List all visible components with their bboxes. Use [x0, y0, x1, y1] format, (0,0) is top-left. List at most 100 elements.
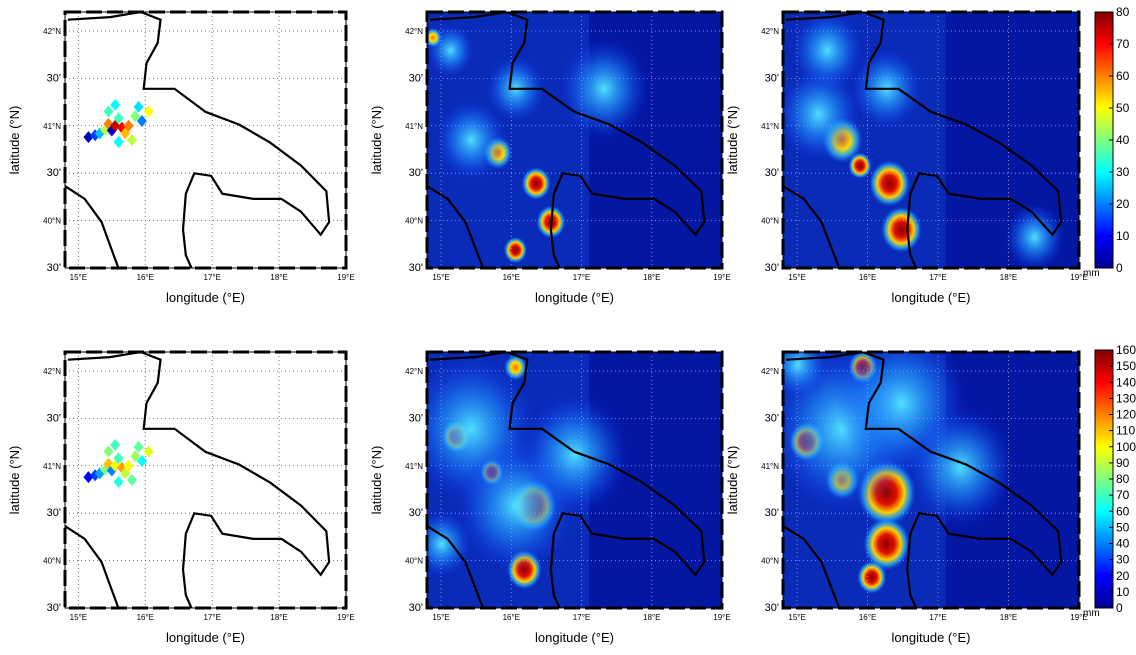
station-marker	[113, 112, 124, 125]
station-marker	[103, 105, 114, 118]
colorbar-tick-label: 120	[1116, 408, 1136, 422]
station-marker	[110, 438, 121, 451]
station-marker	[126, 134, 137, 146]
x-tick-label: 19°E	[713, 613, 730, 622]
station-marker	[136, 115, 147, 128]
rain-cell	[1005, 204, 1065, 268]
station-marker	[133, 440, 144, 453]
y-axis-label: latitude (°N)	[7, 106, 22, 175]
colorbar-tick-label: 10	[1116, 229, 1130, 243]
y-tick-label: 42°N	[43, 27, 61, 36]
frame-inner	[426, 11, 723, 269]
x-tick-label: 19°E	[1070, 273, 1087, 282]
colorbar-tick-label: 80	[1116, 5, 1130, 19]
y-tick-label: 30'	[765, 602, 779, 614]
rain-cell	[880, 206, 923, 253]
y-tick-label: 30'	[47, 412, 61, 424]
x-tick-label: 18°E	[1000, 273, 1017, 282]
colorbar-tick-label: 30	[1116, 165, 1130, 179]
frame-inner	[782, 351, 1080, 609]
y-tick-label: 30'	[47, 507, 61, 519]
y-tick-label: 30'	[765, 262, 779, 274]
map-area	[783, 12, 1079, 268]
map-background	[65, 12, 346, 268]
y-tick-label: 41°N	[761, 122, 779, 131]
colorbar-tick-label: 70	[1116, 37, 1130, 51]
map-area	[427, 12, 722, 268]
x-tick-label: 17°E	[203, 273, 220, 282]
y-tick-label: 41°N	[43, 462, 61, 471]
y-axis-label: latitude (°N)	[725, 446, 740, 515]
colorbar-tick-label: 10	[1116, 585, 1130, 599]
x-tick-label: 19°E	[713, 273, 730, 282]
y-tick-label: 30'	[765, 167, 779, 179]
x-tick-label: 17°E	[573, 613, 590, 622]
frame-inner	[782, 11, 1080, 269]
colorbar-tick-label: 90	[1116, 456, 1130, 470]
coastline	[785, 12, 1063, 268]
rain-cell	[559, 38, 649, 139]
x-axis-label: longitude (°E)	[535, 630, 614, 645]
x-tick-label: 16°E	[137, 273, 154, 282]
frame-inner	[64, 11, 347, 269]
colorbar-tick-label: 80	[1116, 472, 1130, 486]
colorbar-tick-label: 60	[1116, 69, 1130, 83]
station-marker	[113, 452, 124, 465]
y-tick-label: 40°N	[405, 557, 423, 566]
station-marker	[103, 445, 114, 458]
x-tick-label: 18°E	[643, 273, 660, 282]
rain-cell	[857, 560, 887, 594]
x-tick-label: 19°E	[337, 273, 354, 282]
x-axis-label: longitude (°E)	[166, 290, 245, 305]
station-marker	[143, 445, 154, 458]
rain-cell	[521, 394, 628, 515]
station-marker	[83, 131, 94, 144]
map-panel: 15°E 16°E 17°E 18°E 19°E 30' 40°N 30' 41°N 30' 42°…	[725, 350, 1088, 645]
coastline	[783, 525, 841, 608]
y-tick-label: 41°N	[405, 122, 423, 131]
station-marker	[123, 119, 134, 132]
y-tick-label: 41°N	[405, 462, 423, 471]
y-tick-label: 30'	[409, 72, 423, 84]
colorbar-tick-label: 20	[1116, 569, 1130, 583]
coastline	[65, 525, 120, 608]
station-marker	[136, 455, 147, 468]
station-marker	[113, 135, 124, 148]
x-tick-label: 18°E	[643, 613, 660, 622]
y-tick-label: 30'	[409, 412, 423, 424]
map-area	[783, 352, 1079, 608]
map-area	[65, 352, 346, 608]
map-panel: 15°E 16°E 17°E 18°E 19°E 30' 40°N 30' 41°N 30' 42°…	[369, 350, 731, 645]
x-tick-label: 17°E	[929, 613, 946, 622]
coastline	[65, 185, 120, 268]
rain-cell	[862, 517, 911, 571]
map-area	[427, 352, 722, 608]
x-tick-label: 18°E	[1000, 613, 1017, 622]
x-tick-label: 16°E	[503, 613, 520, 622]
colorbar-unit: mm	[1083, 608, 1100, 619]
map-area	[65, 12, 346, 268]
x-tick-label: 15°E	[70, 613, 87, 622]
x-tick-label: 18°E	[270, 613, 287, 622]
station-marker	[106, 124, 117, 137]
y-axis-label: latitude (°N)	[7, 446, 22, 515]
colorbar-tick-label: 140	[1116, 375, 1136, 389]
x-tick-label: 19°E	[1070, 613, 1087, 622]
station-marker	[143, 105, 154, 118]
station-marker	[130, 450, 141, 463]
y-tick-label: 42°N	[405, 27, 423, 36]
y-tick-label: 42°N	[761, 367, 779, 376]
rain-cell	[783, 67, 860, 161]
colorbar-tick-label: 40	[1116, 133, 1130, 147]
station-marker	[126, 474, 137, 486]
rain-cell	[868, 160, 911, 207]
coastline	[427, 525, 485, 608]
coastline	[783, 185, 841, 268]
rain-cell	[783, 352, 828, 399]
y-tick-label: 42°N	[761, 27, 779, 36]
x-axis-label: longitude (°E)	[892, 290, 971, 305]
x-tick-label: 16°E	[503, 273, 520, 282]
x-tick-label: 15°E	[432, 273, 449, 282]
rain-cell	[435, 100, 507, 180]
x-tick-label: 19°E	[337, 613, 354, 622]
